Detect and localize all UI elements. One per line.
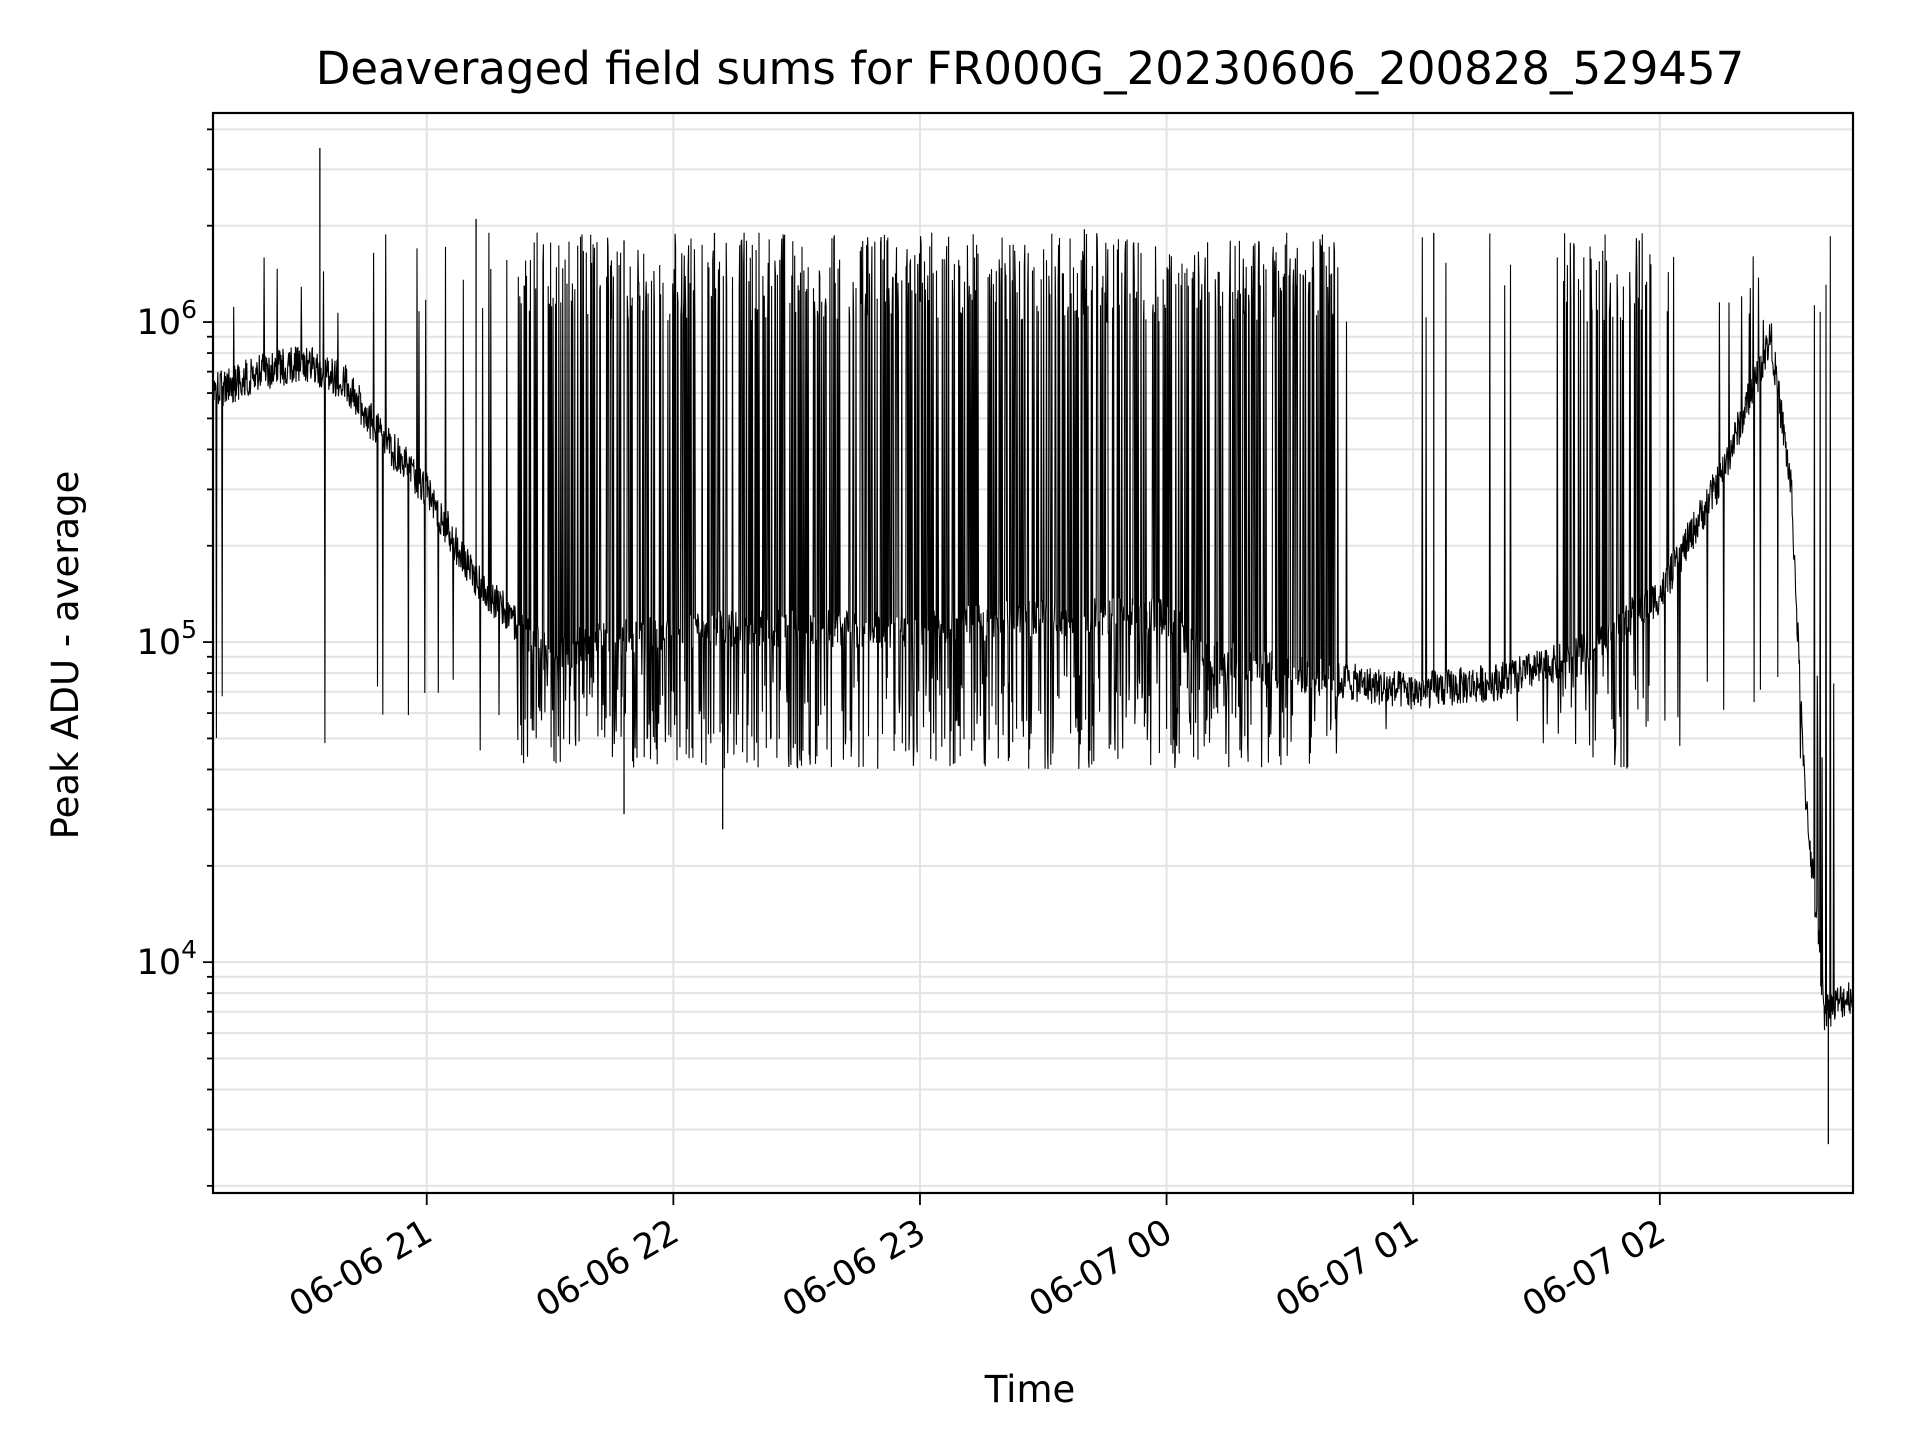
y-tick-label-exponent: 5 — [181, 615, 197, 644]
y-axis-label: Peak ADU - average — [44, 471, 87, 840]
series-layer — [212, 147, 1854, 1145]
x-axis-label: Time — [984, 1368, 1076, 1411]
y-tick-label-base: 10 — [137, 303, 182, 343]
chart-title: Deaveraged field sums for FR000G_2023060… — [316, 42, 1745, 95]
plot-area-frame — [211, 111, 1855, 1195]
y-tick-label-base: 10 — [137, 623, 182, 663]
y-tick-label-exponent: 6 — [181, 295, 197, 324]
y-tick-label: 106 — [137, 295, 197, 343]
y-tick-label: 104 — [137, 935, 197, 983]
y-tick-label-base: 10 — [137, 943, 182, 983]
y-tick-label: 105 — [137, 615, 197, 663]
data-series-line — [212, 232, 1854, 1031]
y-tick-label-exponent: 4 — [181, 935, 197, 964]
